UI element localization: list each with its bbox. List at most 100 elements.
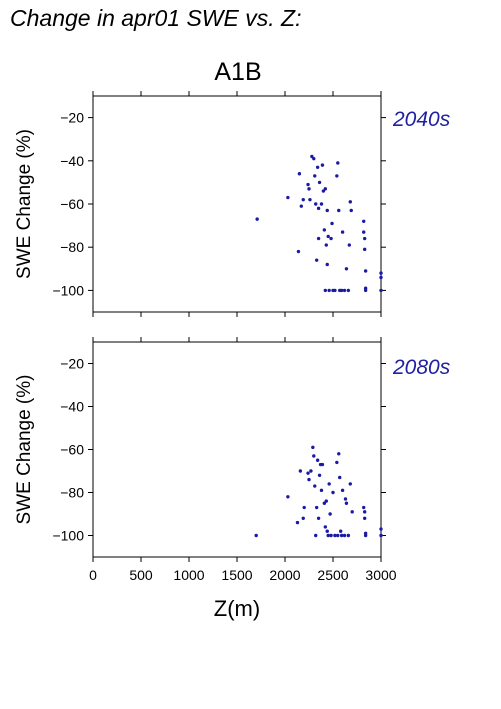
- data-point: [254, 533, 258, 538]
- data-point: [362, 236, 367, 241]
- data-point: [346, 533, 351, 538]
- data-point: [329, 533, 333, 538]
- data-point: [308, 197, 312, 202]
- data-point: [339, 533, 344, 538]
- data-point: [338, 475, 342, 480]
- data-point: [326, 234, 330, 239]
- data-point: [323, 525, 328, 529]
- data-point: [379, 275, 383, 280]
- data-point: [301, 197, 305, 202]
- data-point: [340, 230, 345, 234]
- data-point: [315, 165, 320, 169]
- y-tick-label: −80: [60, 239, 84, 255]
- data-point: [312, 156, 316, 161]
- data-point: [379, 288, 383, 293]
- data-point: [286, 195, 290, 200]
- data-point: [311, 445, 315, 450]
- y-tick-label: −60: [60, 442, 84, 458]
- data-point: [348, 200, 352, 204]
- y-tick-label: −100: [52, 528, 84, 544]
- data-point: [342, 288, 347, 293]
- y-axis-label: SWE Change (%): [14, 375, 35, 525]
- data-point: [362, 505, 366, 510]
- y-tick-label: −40: [60, 153, 84, 169]
- x-tick-label: 1500: [221, 567, 252, 583]
- data-point: [325, 208, 329, 213]
- y-tick-label: −100: [52, 282, 84, 298]
- data-point: [342, 533, 347, 538]
- data-point: [336, 161, 340, 165]
- x-tick-label: 2500: [317, 567, 348, 583]
- data-point: [314, 505, 319, 510]
- data-point: [363, 269, 368, 273]
- x-tick-label: 500: [129, 567, 153, 583]
- data-point: [349, 208, 353, 213]
- x-tick-label: 3000: [365, 567, 396, 583]
- data-point: [379, 533, 383, 538]
- data-point: [307, 187, 311, 191]
- data-point: [362, 516, 367, 520]
- data-point: [316, 206, 321, 211]
- data-point: [363, 288, 368, 293]
- data-point: [255, 217, 259, 221]
- data-point: [309, 469, 313, 473]
- data-point: [362, 230, 366, 234]
- data-point: [314, 202, 318, 206]
- data-point: [313, 484, 317, 488]
- data-point: [295, 520, 300, 525]
- data-point: [336, 533, 340, 538]
- data-point: [337, 208, 341, 213]
- panel-2040s: −20 −40 −60 −80 −100 SWE Change (%) 2040s: [14, 91, 451, 317]
- x-tick-label: 0: [89, 567, 97, 583]
- data-point: [339, 288, 344, 293]
- x-tick-label: 1000: [173, 567, 204, 583]
- data-point: [330, 221, 334, 226]
- data-point: [331, 490, 335, 495]
- data-point: [317, 180, 322, 185]
- data-point: [319, 202, 324, 206]
- data-point: [301, 516, 305, 520]
- data-point: [296, 249, 301, 254]
- period-label: 2040s: [392, 108, 451, 131]
- data-point: [307, 477, 311, 482]
- data-point: [335, 174, 339, 178]
- scenario-title: A1B: [214, 58, 261, 86]
- plot-frame: [92, 341, 382, 558]
- data-point: [314, 533, 318, 538]
- data-point: [286, 495, 290, 499]
- data-point: [319, 488, 324, 493]
- data-point: [326, 533, 330, 538]
- data-point: [315, 458, 320, 462]
- data-point: [306, 471, 310, 475]
- data-point: [337, 452, 341, 456]
- data-point: [322, 228, 327, 232]
- data-point: [379, 527, 383, 531]
- period-label: 2080s: [392, 356, 451, 379]
- y-tick-label: −20: [60, 356, 84, 372]
- data-point: [327, 288, 331, 293]
- data-point: [299, 204, 304, 208]
- data-point: [340, 488, 345, 493]
- data-point: [333, 533, 337, 538]
- y-tick-label: −40: [60, 399, 84, 415]
- data-point: [306, 182, 310, 187]
- data-point: [344, 267, 349, 271]
- data-point: [344, 501, 349, 505]
- data-point: [316, 516, 321, 520]
- data-point: [346, 288, 351, 293]
- data-point: [316, 236, 321, 241]
- data-point: [325, 262, 329, 267]
- y-tick-label: −20: [60, 110, 84, 126]
- data-point: [314, 258, 319, 262]
- data-point: [323, 187, 328, 191]
- figure-title: Change in apr01 SWE vs. Z:: [10, 5, 301, 31]
- data-point: [320, 163, 325, 167]
- data-point: [297, 172, 302, 176]
- x-tick-label: 2000: [269, 567, 300, 583]
- data-point: [343, 497, 348, 501]
- data-point: [327, 482, 331, 486]
- data-point: [323, 288, 328, 293]
- data-point: [362, 510, 367, 514]
- data-point: [348, 482, 352, 486]
